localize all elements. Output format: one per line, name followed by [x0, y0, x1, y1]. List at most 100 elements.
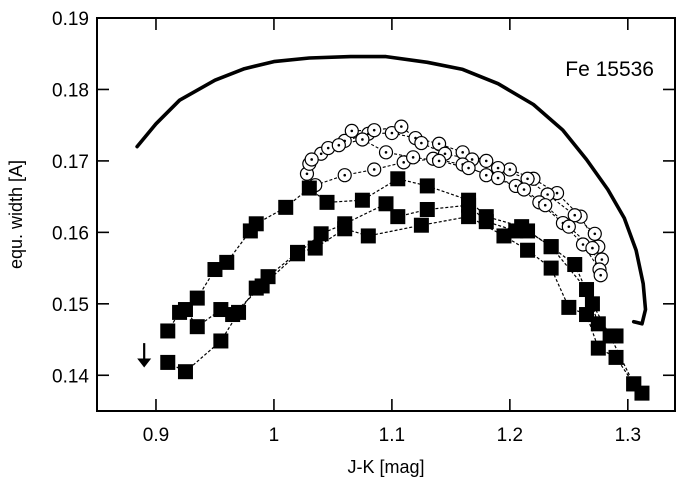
plot-frame — [96, 17, 676, 412]
circle-layer — [299, 119, 609, 283]
square-point — [626, 376, 642, 392]
circle-point-dot — [350, 129, 354, 133]
square-point — [160, 323, 176, 339]
x-tick-label: 1.1 — [379, 425, 405, 446]
square-point — [590, 316, 606, 332]
square-point — [520, 223, 536, 239]
circle-point-dot — [361, 138, 364, 141]
circle-point-dot — [384, 151, 388, 154]
circle-point-dot — [337, 143, 341, 147]
y-tick-label: 0.18 — [52, 80, 89, 101]
circle-point-dot — [496, 166, 500, 170]
x-tick-label: 0.9 — [143, 425, 169, 446]
circle-point-dot — [484, 173, 488, 177]
circle-point-dot — [567, 225, 571, 228]
circle-point-dot — [437, 159, 441, 163]
square-point — [160, 354, 176, 370]
y-tick-label: 0.14 — [52, 366, 89, 387]
circle-point-dot — [305, 172, 309, 176]
square-point — [419, 178, 435, 194]
square-point — [567, 257, 583, 273]
square-point — [413, 217, 429, 233]
y-tick-label: 0.19 — [52, 9, 89, 30]
square-point — [378, 196, 394, 212]
square-point — [254, 278, 270, 294]
square-point — [496, 228, 512, 244]
circle-point-dot — [437, 142, 441, 146]
square-point — [177, 364, 193, 380]
circle-point-dot — [546, 193, 549, 196]
circle-point-dot — [555, 191, 559, 195]
circle-point-dot — [591, 246, 594, 250]
square-point — [290, 246, 306, 262]
circle-point-dot — [461, 151, 464, 154]
square-point — [461, 197, 477, 213]
square-point — [225, 307, 241, 323]
square-point — [189, 290, 205, 306]
annotation-label: Fe 15536 — [565, 58, 654, 81]
square-point — [520, 242, 536, 258]
y-tick-label: 0.17 — [52, 152, 89, 173]
square-point — [213, 302, 229, 318]
circle-point-dot — [484, 159, 488, 163]
circle-point-dot — [526, 177, 529, 181]
square-point — [478, 214, 494, 230]
square-point — [579, 282, 595, 298]
square-point — [360, 228, 376, 244]
axes-layer: 0.9 1 1.1 1.2 1.3 0.14 0.15 0.16 0.17 0.18 0.19 — [52, 9, 676, 446]
square-point — [390, 171, 406, 187]
square-point — [508, 223, 524, 239]
square-point — [177, 302, 193, 318]
square-point — [543, 260, 559, 276]
circle-point-dot — [508, 168, 512, 171]
square-point — [319, 194, 335, 210]
square-point — [219, 254, 235, 270]
square-point — [390, 209, 406, 225]
label-layer: Fe 15536 J-K [mag] equ. width [A] — [6, 58, 654, 477]
square-point — [543, 239, 559, 255]
circle-point-dot — [599, 273, 602, 277]
circle-point-dot — [400, 125, 403, 128]
x-tick-label: 1.2 — [497, 425, 523, 446]
square-point — [608, 349, 624, 365]
circle-point-dot — [411, 156, 415, 159]
circle-point-dot — [390, 131, 394, 135]
square-point — [301, 180, 317, 196]
circle-point-dot — [402, 161, 405, 164]
circle-point-dot — [326, 146, 330, 150]
circle-point-dot — [593, 232, 597, 236]
circle-point-dot — [514, 184, 518, 188]
y-axis-title: equ. width [A] — [6, 160, 26, 269]
line-layer — [135, 54, 648, 368]
square-point — [278, 199, 294, 215]
square-point — [419, 201, 435, 217]
circle-point-dot — [372, 168, 376, 171]
x-tick-label: 1.3 — [615, 425, 641, 446]
square-point — [608, 328, 624, 344]
square-layer — [160, 171, 650, 401]
circle-point-dot — [420, 141, 423, 145]
square-point — [354, 192, 370, 208]
circle-point-dot — [573, 213, 577, 217]
circle-point-dot — [310, 158, 313, 161]
circle-point-dot — [319, 152, 323, 156]
y-tick-label: 0.15 — [52, 295, 89, 316]
circle-point-dot — [522, 188, 526, 191]
circle-point-dot — [543, 203, 547, 207]
arrow-head-icon — [137, 358, 152, 368]
square-point — [213, 333, 229, 349]
circle-point-dot — [443, 152, 447, 156]
square-point — [189, 319, 205, 335]
square-point — [584, 296, 600, 312]
square-point — [337, 216, 353, 232]
circle-point-dot — [372, 128, 376, 132]
solid-curve — [135, 54, 648, 326]
x-tick-label: 1 — [269, 425, 280, 446]
x-axis-title: J-K [mag] — [347, 457, 424, 477]
square-point — [307, 240, 323, 256]
square-point — [313, 226, 329, 242]
square-point — [207, 262, 223, 278]
square-point — [461, 209, 477, 225]
